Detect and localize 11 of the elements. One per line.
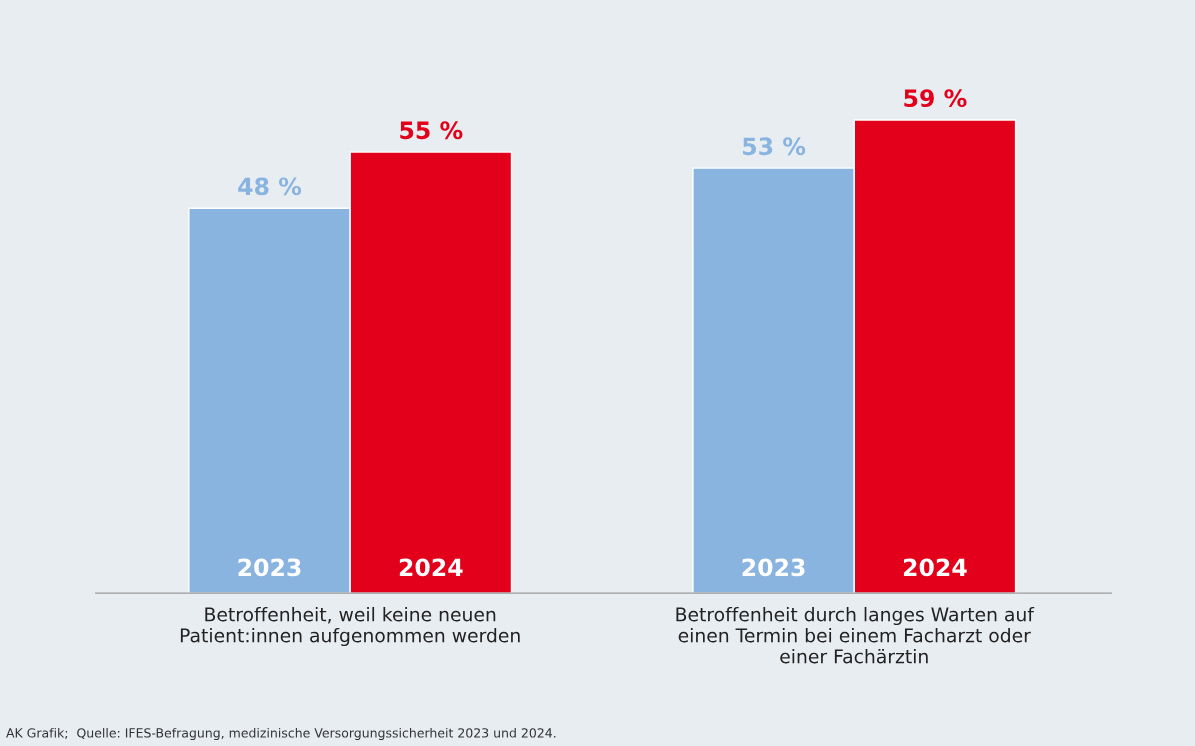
text: 2024 [903,558,967,577]
series-label: 2023 [238,558,301,577]
x-tick-label: Betroffenheit durch langes Warten auf einen Termin bei einem Facharzt oder einer Fachärztin [676,606,1035,664]
data-label: 48 % [238,177,302,196]
data-label: 55 % [400,121,463,140]
data-label: 59 % [904,89,967,108]
data-label: 53 % [743,137,806,156]
text: 2023 [742,558,805,577]
x-tick-label: Betroffenheit, weil keine neuen Patient:innen aufgenommen werden [180,606,520,647]
series-label: 2024 [399,558,463,577]
text: AK Grafik; Quelle: IFES-Befragung, medizinische Versorgungssicherheit 2023 und 2024. [6,727,556,741]
